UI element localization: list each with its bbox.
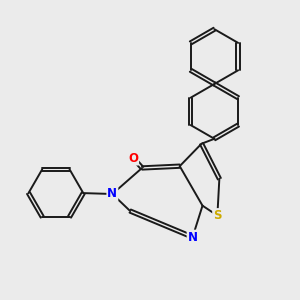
Text: N: N [107,188,117,200]
Text: O: O [128,152,138,165]
Text: S: S [213,209,222,222]
Text: N: N [188,231,198,244]
